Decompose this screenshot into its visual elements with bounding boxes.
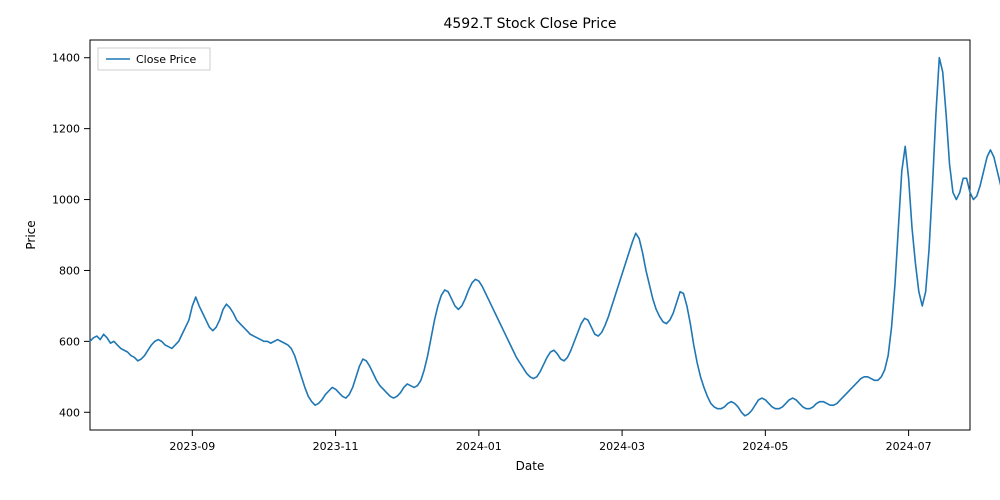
x-tick-label: 2024-01 — [456, 440, 502, 453]
y-tick-label: 1000 — [52, 194, 80, 207]
x-tick-label: 2024-07 — [886, 440, 932, 453]
x-tick-label: 2023-09 — [169, 440, 215, 453]
y-tick-label: 400 — [59, 406, 80, 419]
legend-label: Close Price — [136, 53, 197, 66]
chart-svg: 400 600 800 1000 1200 1400 2023-09 2023-11 2024-… — [0, 0, 1000, 500]
y-tick-label: 800 — [59, 264, 80, 277]
x-tick-label: 2024-05 — [742, 440, 788, 453]
chart-title: 4592.T Stock Close Price — [443, 16, 616, 32]
x-tick-label: 2024-03 — [599, 440, 645, 453]
y-tick-label: 1200 — [52, 123, 80, 136]
y-axis-label: Price — [24, 220, 38, 249]
x-axis-label: Date — [516, 459, 545, 473]
y-tick-label: 1400 — [52, 52, 80, 65]
x-tick-label: 2023-11 — [313, 440, 359, 453]
stock-price-chart: 400 600 800 1000 1200 1400 2023-09 2023-11 2024-… — [0, 0, 1000, 500]
y-tick-label: 600 — [59, 335, 80, 348]
